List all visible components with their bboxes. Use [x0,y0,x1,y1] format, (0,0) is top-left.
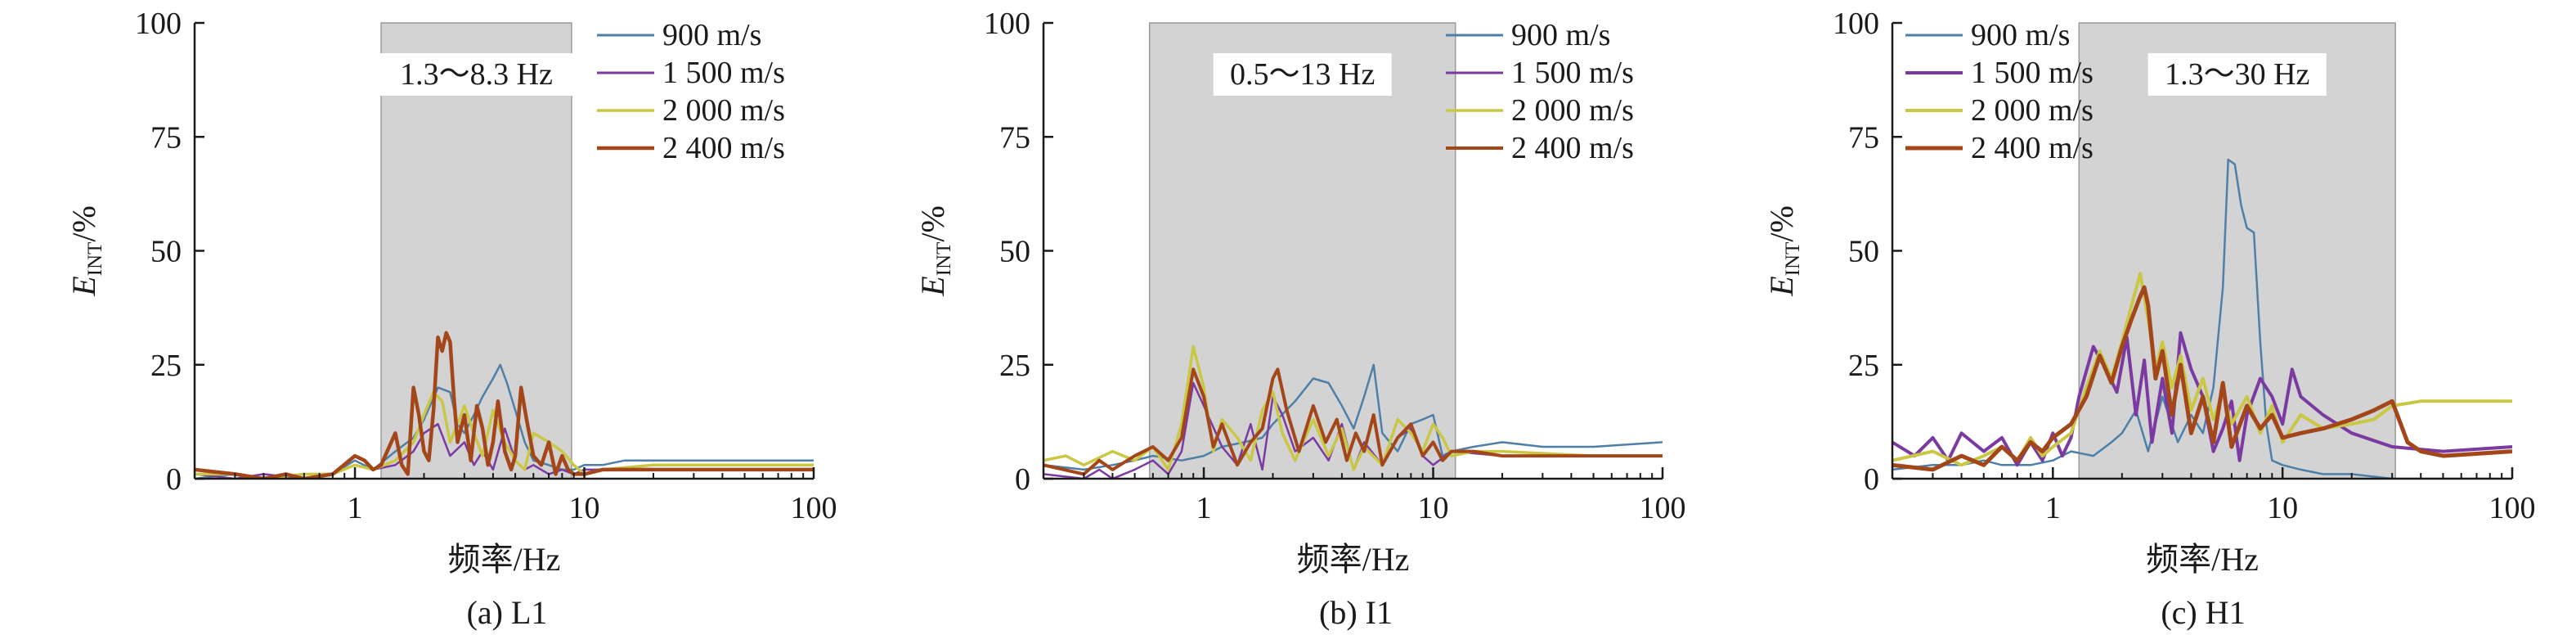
x-tick-label: 100 [2489,491,2536,525]
band-label-box [1213,53,1392,96]
chart-panel-3: 1.3～30 Hz 0 25 50 75 100 1 10 100 频率/Hz EINT/% 900 … [1763,7,2536,631]
legend-label: 2 000 m/s [1511,93,1634,128]
legend-label: 2 000 m/s [1971,93,2094,128]
series-line-3 [195,390,814,479]
legend-label: 900 m/s [662,18,761,52]
y-tick-label: 75 [999,120,1030,155]
x-axis-label: 频率/Hz [2146,541,2259,578]
x-tick-label: 100 [1640,491,1686,525]
y-tick-label: 100 [135,7,182,41]
x-tick-label: 100 [791,491,837,525]
y-tick-label: 100 [984,7,1030,41]
y-tick-label: 25 [999,349,1030,383]
y-axis-label: EINT/% [914,205,955,297]
legend-label: 900 m/s [1511,18,1610,52]
y-tick-label: 75 [1848,120,1879,155]
frequency-band [1148,22,1456,480]
panel-caption: (c) H1 [2161,594,2245,631]
band-label: 1.3～8.3 Hz [400,57,553,92]
chart-panel-2: 0.5～13 Hz 0 25 50 75 100 1 10 100 频率/Hz EINT/% 900 … [914,7,1686,631]
legend-label: 900 m/s [1971,18,2070,52]
series-line-4 [1892,285,2512,472]
band-label: 1.3～30 Hz [2165,57,2309,92]
chart-panel-1: 1.3～8.3 Hz 0 25 50 75 100 1 10 100 频率/Hz EINT/% 900… [65,7,837,631]
legend-label: 1 500 m/s [662,56,785,90]
x-tick-label: 10 [2267,491,2298,525]
y-tick-label: 0 [1015,462,1030,497]
y-axis-label: EINT/% [65,205,106,297]
legend-label: 2 400 m/s [1971,131,2094,165]
series-line-3 [1043,345,1663,471]
x-tick-label: 1 [2045,491,2061,525]
legend-label: 1 500 m/s [1511,56,1634,90]
y-axis-label: EINT/% [1763,205,1804,297]
x-tick-label: 1 [1196,491,1212,525]
y-tick-label: 25 [150,349,182,383]
legend-label: 2 400 m/s [662,131,785,165]
y-tick-label: 75 [150,120,182,155]
y-tick-label: 50 [1848,235,1879,269]
frequency-band [2078,22,2396,480]
band-label: 0.5～13 Hz [1230,57,1375,92]
panel-caption: (a) L1 [467,594,548,631]
panel-caption: (b) I1 [1319,594,1393,631]
x-axis-label: 频率/Hz [1297,541,1410,578]
legend-label: 1 500 m/s [1971,56,2094,90]
y-tick-label: 50 [999,235,1030,269]
x-axis-label: 频率/Hz [448,541,561,578]
band-label-box [2147,53,2327,96]
x-tick-label: 1 [348,491,363,525]
x-tick-label: 10 [569,491,600,525]
x-tick-label: 10 [1418,491,1449,525]
band-label-box [378,53,575,96]
y-tick-label: 0 [166,462,182,497]
series-line-4 [1043,367,1663,476]
series-line-3 [1892,272,2512,467]
y-tick-label: 50 [150,235,182,269]
legend-label: 2 000 m/s [662,93,785,128]
y-tick-label: 100 [1833,7,1879,41]
y-tick-label: 0 [1864,462,1879,497]
y-tick-label: 25 [1848,349,1879,383]
series-line-1 [195,363,814,479]
series-line-4 [195,331,814,479]
legend-label: 2 400 m/s [1511,131,1634,165]
